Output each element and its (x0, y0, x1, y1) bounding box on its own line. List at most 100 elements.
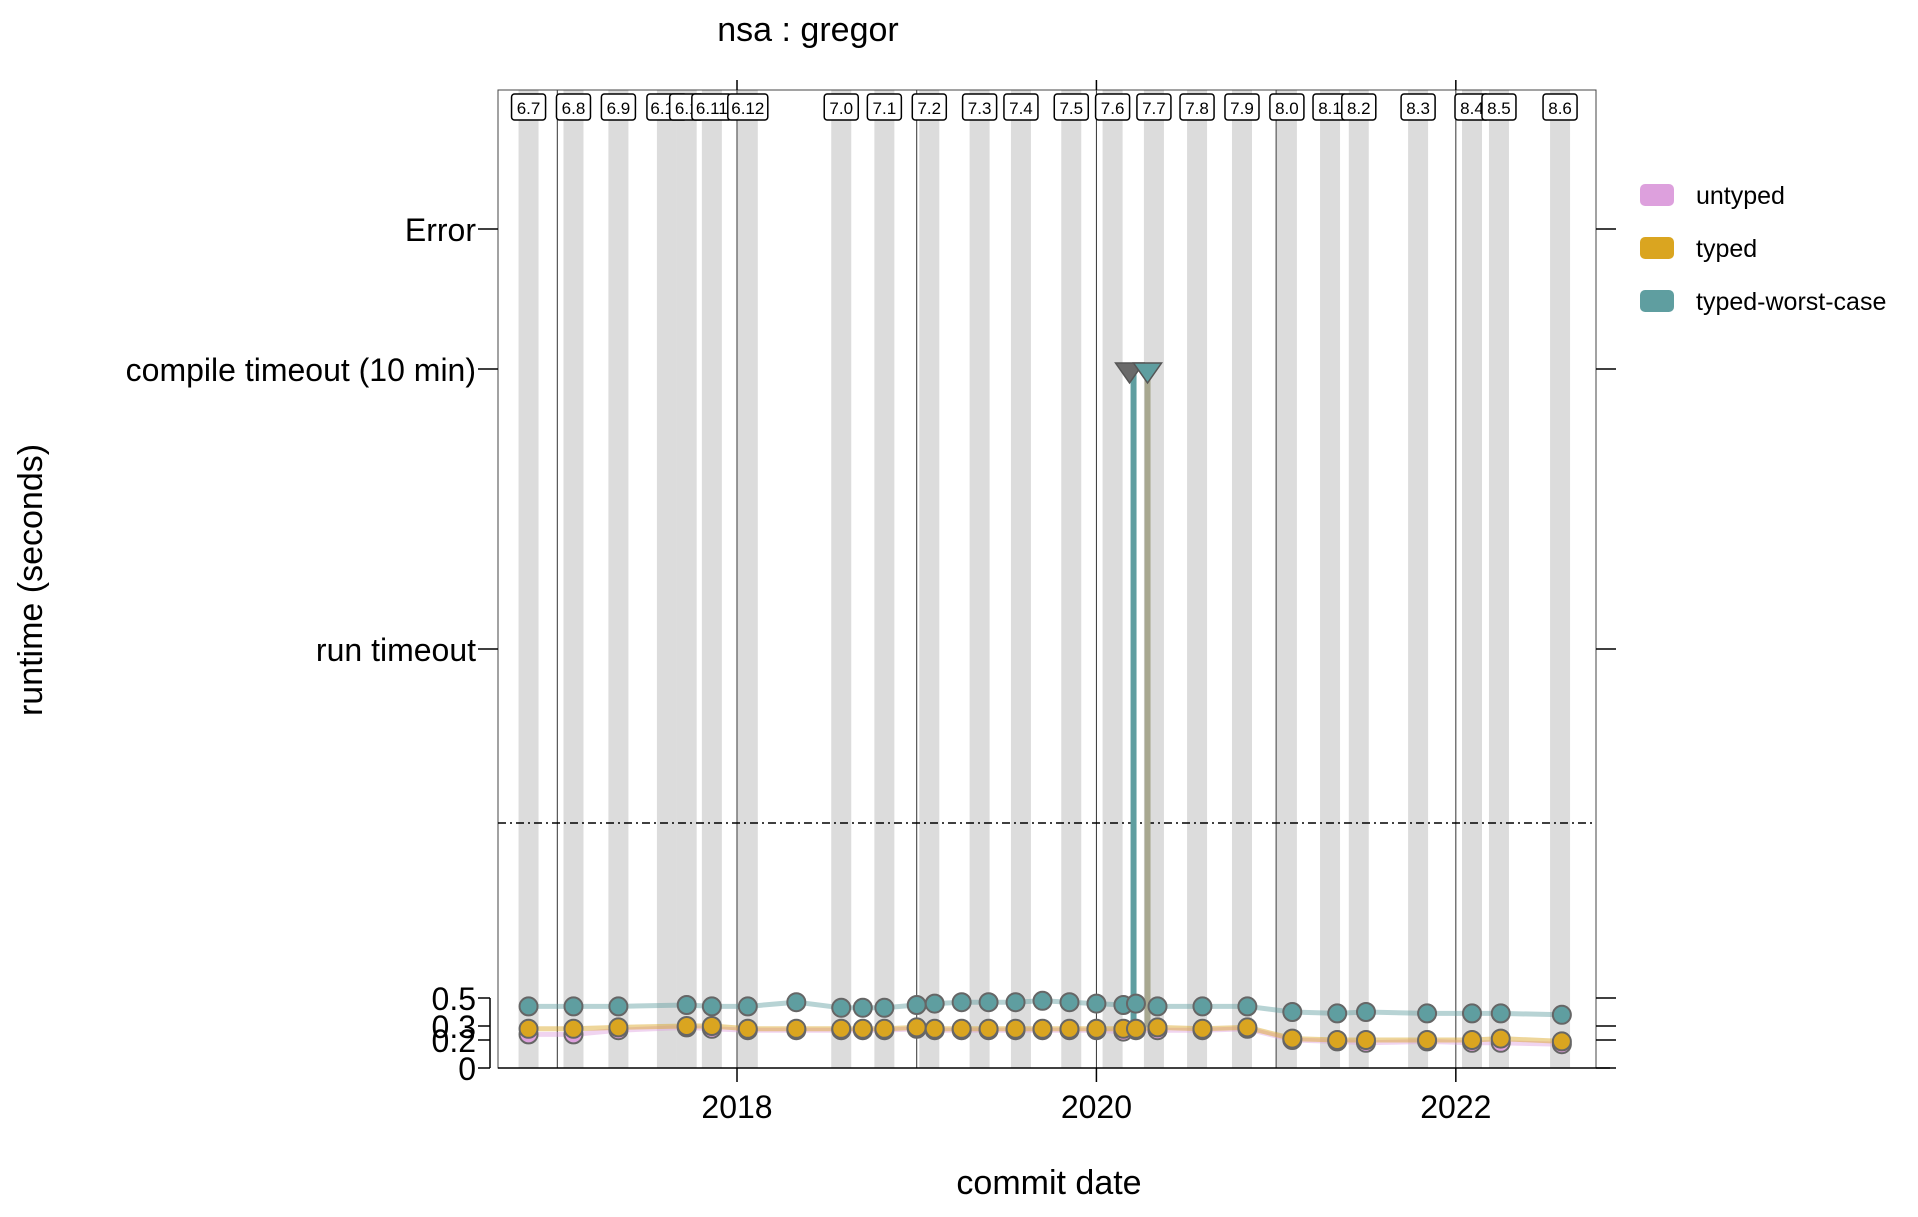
point-typed-worst-case-0 (518, 996, 539, 1017)
point-typed-worst-case-19 (1125, 993, 1146, 1014)
point-typed-0 (518, 1018, 539, 1039)
release-label-7: 7.0 (829, 99, 853, 118)
point-typed-worst-case-23 (1282, 1002, 1303, 1022)
point-typed-4 (701, 1016, 722, 1036)
point-typed-worst-case-14 (1005, 992, 1026, 1013)
release-label-box-23 (1542, 93, 1578, 121)
point-typed-15 (1032, 1018, 1053, 1039)
y-tick-label-2: 0.3 (432, 1009, 476, 1045)
release-label-box-20 (1400, 93, 1436, 121)
release-band-12 (1061, 90, 1082, 1068)
point-typed-9 (874, 1018, 895, 1039)
release-label-16: 7.9 (1230, 99, 1254, 118)
point-typed-7 (831, 1018, 852, 1039)
release-label-10: 7.3 (968, 99, 992, 118)
point-typed-worst-case-8 (852, 997, 873, 1018)
point-typed-worst-case-12 (951, 992, 972, 1013)
release-label-1: 6.8 (562, 99, 586, 118)
release-label-13: 7.6 (1101, 99, 1125, 118)
point-typed-29 (1551, 1031, 1572, 1052)
y-axis-label: runtime (seconds) (12, 444, 50, 716)
release-label-23: 8.6 (1548, 99, 1572, 118)
release-label-box-11 (1003, 93, 1039, 121)
release-label-box-14 (1136, 93, 1172, 121)
point-typed-21 (1192, 1018, 1213, 1039)
point-typed-16 (1059, 1018, 1080, 1039)
release-label-20: 8.3 (1406, 99, 1430, 118)
release-band-20 (1408, 90, 1429, 1068)
legend-label-untyped: untyped (1696, 182, 1785, 210)
point-typed-worst-case-20 (1147, 996, 1168, 1017)
release-label-17: 8.0 (1275, 99, 1299, 118)
point-typed-5 (737, 1018, 758, 1039)
release-band-9 (919, 90, 940, 1068)
release-label-box-6 (727, 93, 769, 121)
release-label-11: 7.4 (1009, 99, 1033, 118)
release-band-13 (1102, 90, 1123, 1068)
legend-label-typed: typed (1696, 235, 1757, 263)
point-typed-27 (1462, 1030, 1483, 1050)
point-typed-26 (1417, 1030, 1438, 1050)
release-label-5: 6.11 (696, 99, 728, 118)
point-typed-worst-case-22 (1237, 996, 1258, 1017)
point-typed-worst-case-24 (1327, 1003, 1348, 1024)
point-typed-1 (563, 1018, 584, 1039)
release-label-box-22 (1481, 93, 1517, 121)
release-band-2 (608, 90, 629, 1068)
release-label-9: 7.2 (917, 99, 941, 118)
point-typed-worst-case-5 (737, 996, 758, 1017)
point-typed-worst-case-9 (874, 997, 895, 1018)
release-label-6: 6.12 (731, 99, 764, 118)
point-typed-worst-case-21 (1192, 996, 1213, 1017)
release-label-14: 7.7 (1142, 99, 1166, 118)
release-band-11 (1010, 90, 1031, 1068)
release-label-0: 6.7 (517, 99, 541, 118)
release-label-box-8 (866, 93, 903, 121)
point-typed-3 (676, 1016, 697, 1036)
legend-swatch-untyped (1640, 184, 1674, 206)
point-typed-worst-case-6 (786, 992, 807, 1013)
point-typed-worst-case-16 (1059, 992, 1080, 1013)
release-label-8: 7.1 (873, 99, 897, 118)
release-label-box-13 (1094, 93, 1131, 121)
point-typed-worst-case-15 (1032, 990, 1053, 1011)
point-typed-12 (951, 1018, 972, 1039)
release-band-23 (1550, 90, 1571, 1068)
release-label-box-12 (1053, 93, 1090, 121)
point-typed-8 (852, 1018, 873, 1039)
release-label-2: 6.9 (607, 99, 631, 118)
point-typed-worst-case-28 (1490, 1003, 1511, 1024)
release-band-22 (1488, 90, 1509, 1068)
point-typed-worst-case-25 (1355, 1002, 1376, 1022)
chart-title: nsa : gregor (717, 11, 898, 49)
point-typed-worst-case-26 (1417, 1003, 1438, 1024)
release-label-box-9 (911, 93, 948, 121)
point-typed-worst-case-7 (831, 997, 852, 1018)
point-typed-worst-case-2 (608, 996, 629, 1017)
point-typed-worst-case-27 (1462, 1003, 1483, 1024)
release-band-16 (1231, 90, 1252, 1068)
timeout-marker-worst (1132, 362, 1163, 385)
release-band-19 (1348, 90, 1369, 1068)
year-lines (556, 90, 1457, 1068)
y-tick-label-0: 0 (458, 1051, 476, 1087)
point-typed-20 (1147, 1017, 1168, 1038)
y-tick-label-1: 0.2 (432, 1023, 476, 1059)
release-label-box-7 (823, 93, 859, 121)
release-band-3 (656, 90, 677, 1068)
release-label-box-10 (961, 93, 998, 121)
release-label-box-0 (510, 93, 547, 121)
release-label-box-17 (1269, 93, 1305, 121)
point-typed-worst-case-4 (701, 996, 722, 1017)
legend-swatch-typed (1640, 237, 1674, 259)
release-band-7 (831, 90, 852, 1068)
point-typed-2 (608, 1017, 629, 1038)
axes: 00.20.30.5 run timeout compile timeout (10… (126, 80, 1616, 1125)
point-typed-13 (978, 1018, 999, 1039)
y-cat-label-0: run timeout (316, 632, 476, 668)
y-cat-label-2: Error (405, 212, 476, 248)
release-label-21: 8.4 (1460, 99, 1484, 118)
x-tick-label-2: 2022 (1420, 1089, 1491, 1125)
release-label-22: 8.5 (1487, 99, 1511, 118)
